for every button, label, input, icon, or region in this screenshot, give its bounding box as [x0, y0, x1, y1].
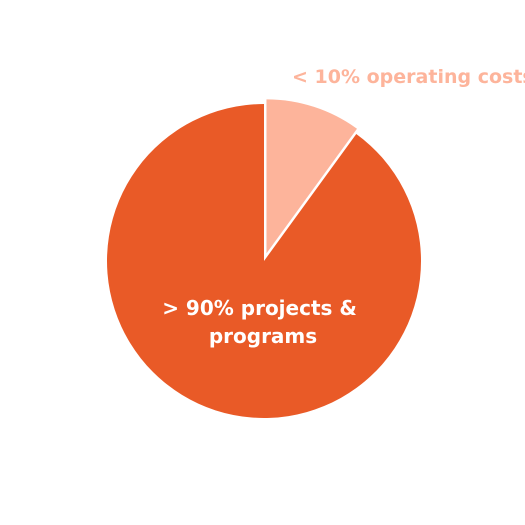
pie-slice-operating-costs — [266, 99, 357, 254]
slice-label-projects-programs-line-1: > 90% projects & — [162, 296, 357, 320]
slice-label-operating-costs: < 10% operating costs — [292, 66, 525, 88]
slice-label-operating-costs-line-1: < 10% operating costs — [292, 66, 525, 88]
slice-label-projects-programs-line-2: programs — [209, 324, 317, 348]
pie-slice-projects-programs — [107, 104, 422, 419]
slice-label-projects-programs: > 90% projects & programs — [162, 296, 364, 348]
